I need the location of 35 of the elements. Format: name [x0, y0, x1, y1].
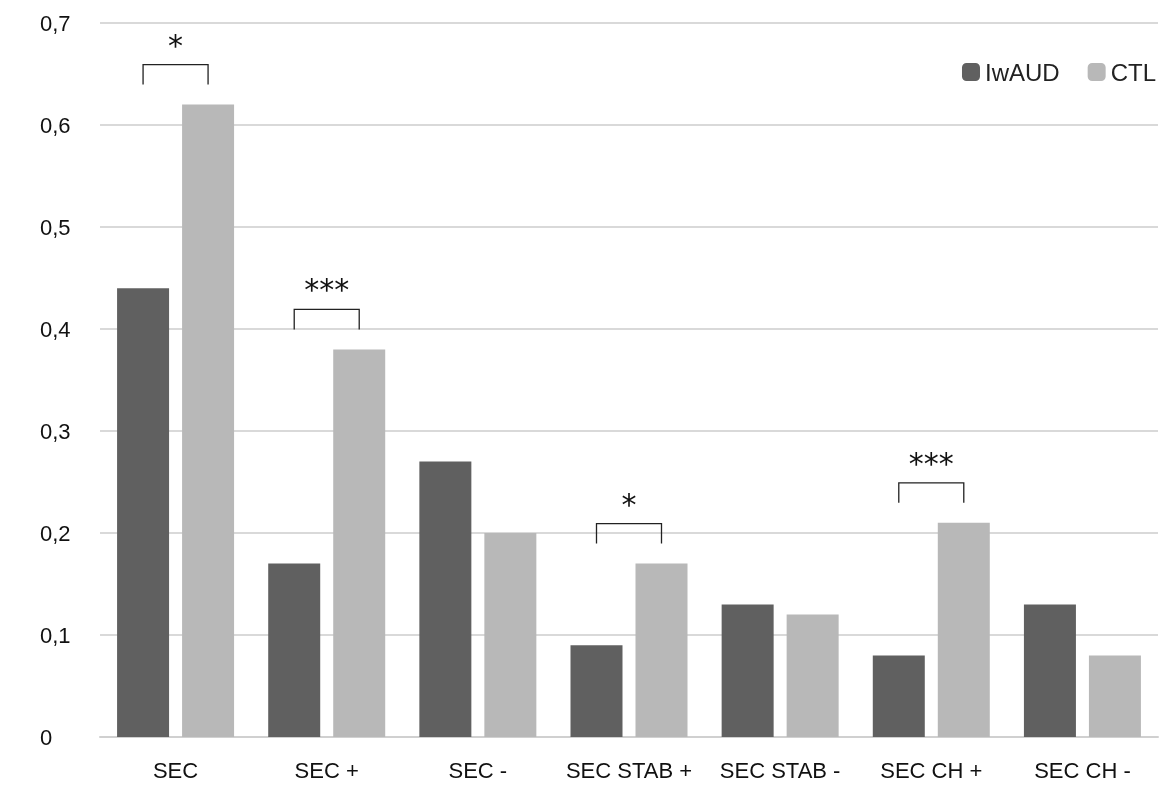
y-tick-label: 0,2: [40, 520, 71, 546]
bar: [872, 655, 925, 737]
annotation: ***: [304, 272, 350, 308]
x-tick-label: SEC STAB +: [565, 757, 693, 783]
bar: [419, 461, 472, 737]
legend-label: IwAUD: [984, 58, 1060, 86]
x-tick-label: SEC CH -: [1034, 757, 1131, 783]
x-tick-label: SEC: [152, 757, 199, 783]
y-tick-label: 0,1: [40, 622, 71, 648]
x-tick-label: SEC +: [294, 757, 359, 783]
annotation: ***: [908, 445, 954, 481]
bar: [786, 614, 839, 737]
y-tick-label: 0,5: [40, 214, 71, 240]
bar: [635, 563, 688, 737]
y-tick-label: 0,6: [40, 112, 71, 138]
x-tick-label: SEC CH +: [880, 757, 983, 783]
bar: [721, 604, 774, 737]
bar: [484, 533, 537, 737]
bar: [182, 104, 235, 737]
bar: [1088, 655, 1141, 737]
bar: [1023, 604, 1076, 737]
y-tick-label: 0,7: [40, 10, 71, 36]
bar: [268, 563, 321, 737]
x-tick-label: SEC STAB -: [719, 757, 841, 783]
y-tick-label: 0,4: [40, 316, 71, 342]
bar: [333, 349, 386, 737]
annotation: *: [168, 27, 184, 63]
bar: [570, 645, 623, 737]
annotation: *: [621, 486, 637, 522]
bar: [117, 288, 170, 737]
x-tick-label: SEC -: [448, 757, 508, 783]
y-tick-label: 0,3: [40, 418, 71, 444]
legend-label: CTL: [1110, 58, 1156, 86]
bar: [937, 522, 990, 737]
y-tick-label: 0: [40, 724, 53, 750]
